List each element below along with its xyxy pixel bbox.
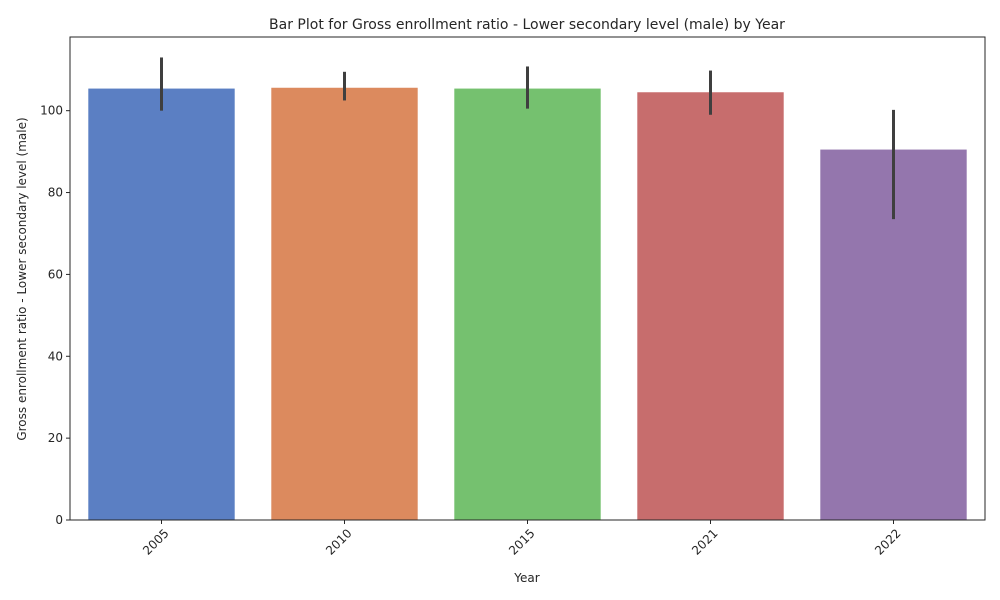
y-tick-label-80: 80 <box>48 186 63 200</box>
bar-2021 <box>637 92 784 520</box>
y-tick-label-0: 0 <box>55 513 63 527</box>
x-tick-label-2005: 2005 <box>140 526 171 557</box>
bars-layer <box>88 87 967 521</box>
error-bars-layer <box>160 57 895 220</box>
y-tick-label-40: 40 <box>48 349 63 363</box>
y-tick-label-100: 100 <box>40 104 63 118</box>
x-tick-label-2010: 2010 <box>323 526 354 557</box>
y-axis-ticks: 0 20 40 60 80 100 <box>40 104 70 527</box>
y-tick-label-20: 20 <box>48 431 63 445</box>
y-axis-label: Gross enrollment ratio - Lower secondary… <box>15 117 29 440</box>
x-tick-label-2015: 2015 <box>506 526 537 557</box>
x-tick-label-2022: 2022 <box>872 526 903 557</box>
x-axis-label: Year <box>513 571 539 585</box>
y-tick-label-60: 60 <box>48 267 63 281</box>
bar-2015 <box>454 88 601 520</box>
bar-2010 <box>271 87 418 521</box>
chart-title: Bar Plot for Gross enrollment ratio - Lo… <box>269 17 785 33</box>
bar-2005 <box>88 88 235 520</box>
x-axis-ticks: 2005 2010 2015 2021 2022 <box>140 520 904 558</box>
x-tick-label-2021: 2021 <box>689 526 720 557</box>
